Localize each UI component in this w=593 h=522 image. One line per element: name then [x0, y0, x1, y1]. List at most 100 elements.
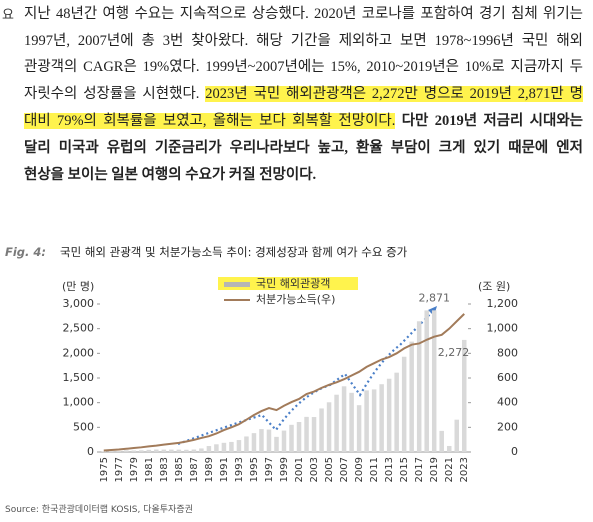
trend-arrow — [177, 309, 435, 446]
bar — [221, 442, 227, 452]
figure-caption: Fig. 4: 국민 해외 관광객 및 처분가능소득 추이: 경제성장과 함께 여… — [5, 244, 407, 260]
x-tick-label: 1975 — [99, 457, 110, 482]
bar — [161, 449, 167, 452]
x-tick-label: 1991 — [219, 457, 230, 482]
bar — [101, 451, 107, 452]
y-tick-label: 2,000 — [63, 346, 95, 359]
x-tick-label: 1999 — [279, 457, 290, 482]
x-tick-label: 2011 — [369, 457, 380, 482]
bar — [259, 429, 264, 452]
bar — [364, 390, 369, 452]
margin-char: 요 — [2, 7, 14, 22]
caption: 국민 해외 관광객 및 처분가능소득 추이: 경제성장과 함께 여가 수요 증가 — [60, 245, 408, 259]
source: Source: 한국관광데이터랩 KOSIS, 다올투자증권 — [5, 505, 193, 515]
text-line: 대비 79%의 회복률을 보였고, 올해는 보다 회복할 전망이다. 다만 20… — [24, 111, 583, 131]
x-tick-label: 1985 — [174, 457, 185, 482]
x-tick-label: 1983 — [159, 457, 170, 482]
bar — [244, 436, 249, 452]
y2-unit: (조 원) — [478, 280, 510, 293]
bar — [176, 449, 182, 452]
data-label: 2,272 — [438, 346, 470, 359]
bold-text: 달리 미국과 유럽의 기준금리가 우리나라보다 높고, 환율 부담이 크게 있기… — [24, 140, 583, 156]
bar — [169, 449, 174, 452]
bar — [394, 372, 399, 452]
bar — [124, 450, 129, 452]
text-line: 자릿수의 성장률을 시현했다. 2023년 국민 해외관광객은 2,272만 명… — [24, 84, 583, 104]
bar — [191, 449, 197, 452]
highlighted-text: 2023년 국민 해외관광객은 2,272만 명으로 2019년 2,871만 … — [205, 86, 583, 102]
bar — [116, 450, 122, 452]
y2-tick-label: 1,000 — [487, 322, 519, 335]
bar — [416, 321, 422, 452]
x-tick-label: 1977 — [114, 457, 125, 482]
x-tick-label: 2021 — [444, 457, 455, 482]
bar — [214, 444, 219, 452]
x-tick-label: 2017 — [414, 457, 425, 482]
data-label: 2,871 — [418, 291, 450, 304]
bar — [431, 310, 437, 452]
line — [103, 313, 465, 452]
legend-label: 처분가능소득(우) — [256, 293, 335, 306]
text-line: 1997년, 2007년에 총 3번 찾아왔다. 해당 기간을 제외하고 보면 … — [24, 31, 583, 51]
x-tick-label: 2009 — [354, 457, 365, 482]
y-tick-label: 2,500 — [63, 322, 95, 335]
x-tick-label: 1995 — [249, 457, 260, 482]
bar — [349, 392, 354, 452]
bar — [251, 433, 257, 452]
y-unit: (만 명) — [62, 280, 94, 293]
bar — [154, 449, 159, 452]
bar — [109, 451, 114, 452]
x-tick-label: 2005 — [324, 457, 335, 482]
text-line: 달리 미국과 유럽의 기준금리가 우리나라보다 높고, 환율 부담이 크게 있기… — [24, 138, 583, 158]
bar — [356, 405, 362, 452]
text-line: 지난 48년간 여행 수요는 지속적으로 상승했다. 2020년 코로나를 포함… — [24, 4, 583, 24]
y-tick-label: 1,500 — [63, 371, 95, 384]
y-tick-label: 1,000 — [63, 396, 95, 409]
bar — [439, 430, 444, 452]
text-line: 현상을 보이는 일본 여행의 수요가 커질 전망이다. — [24, 165, 583, 185]
bar — [146, 449, 152, 452]
y2-tick-label: 800 — [497, 346, 518, 359]
y-tick-label: 500 — [73, 420, 94, 433]
bar — [304, 416, 309, 452]
legend-label: 국민 해외관광객 — [256, 276, 330, 290]
bar — [199, 448, 204, 452]
bar — [229, 441, 234, 452]
bar — [131, 450, 137, 452]
bold-text: 현상을 보이는 일본 여행의 수요가 커질 전망이다. — [24, 167, 317, 183]
x-tick-label: 2023 — [459, 457, 470, 482]
bar — [326, 402, 332, 452]
y2-tick-label: 600 — [497, 371, 518, 384]
bar — [139, 450, 144, 452]
text-line: 관광객의 CAGR은 19%였다. 1999년~2007년에는 15%, 201… — [24, 57, 583, 77]
bar — [206, 446, 212, 452]
x-tick-label: 2003 — [309, 457, 320, 482]
bar — [319, 408, 324, 452]
x-tick-label: 1997 — [264, 457, 275, 482]
bar — [379, 384, 384, 452]
y2-tick-label: 200 — [497, 420, 518, 433]
bar — [409, 341, 414, 452]
x-tick-label: 1987 — [189, 457, 200, 482]
bar — [334, 394, 339, 452]
bar — [289, 424, 294, 452]
bar — [184, 449, 189, 452]
bar — [236, 440, 242, 452]
text: 지난 48년간 여행 수요는 지속적으로 상승했다. 2020년 코로나를 포함… — [24, 6, 583, 22]
bar — [311, 417, 317, 452]
figure-label: Fig. 4: — [5, 245, 47, 259]
bar — [281, 430, 287, 452]
bold-text: 다만 2019년 저금리 시대와는 — [401, 113, 584, 129]
bar — [424, 310, 429, 452]
x-tick-label: 2015 — [399, 457, 410, 482]
x-tick-label: 2013 — [384, 457, 395, 482]
y2-tick-label: 1,200 — [487, 297, 519, 310]
legend-highlight — [218, 277, 358, 290]
bar — [341, 386, 347, 452]
x-tick-label: 1981 — [144, 457, 155, 482]
y2-tick-label: 0 — [511, 445, 518, 458]
bar — [401, 356, 407, 452]
x-tick-label: 1989 — [204, 457, 215, 482]
bar — [454, 419, 459, 452]
